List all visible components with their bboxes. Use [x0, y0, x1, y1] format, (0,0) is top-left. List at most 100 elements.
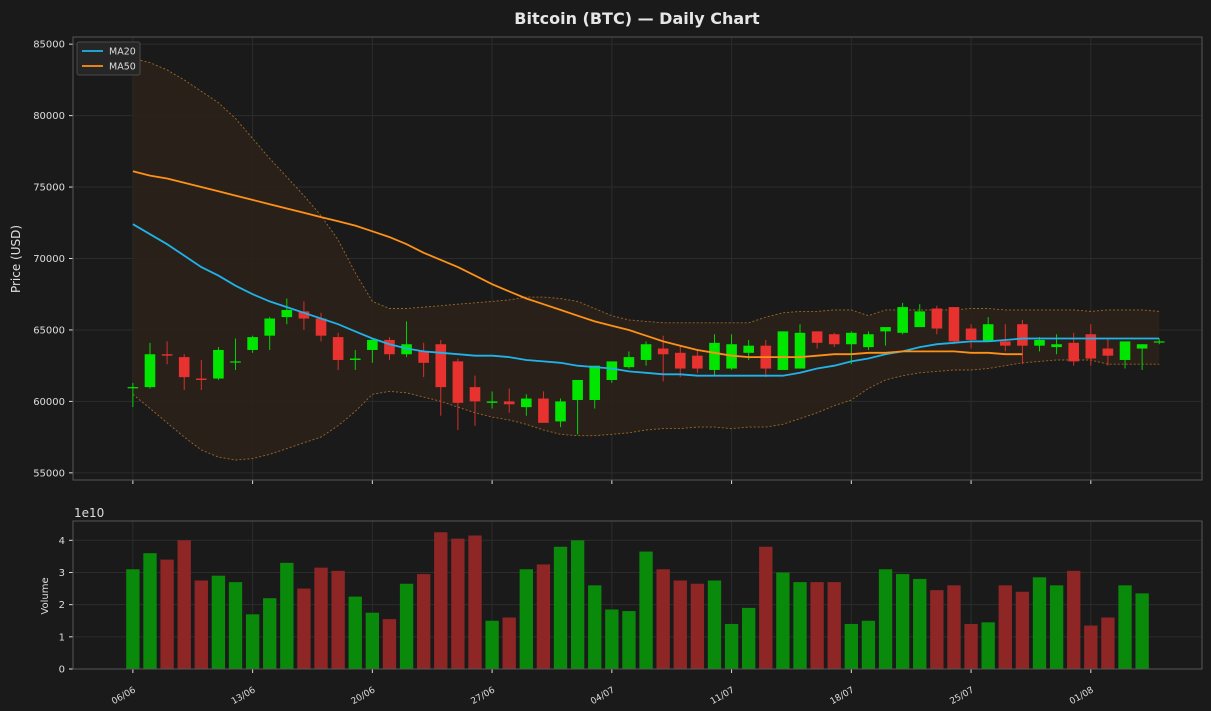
volume-plot-frame [72, 520, 1203, 670]
candle-body [709, 342, 720, 370]
volume-bar [519, 569, 533, 669]
candle-body [897, 307, 908, 333]
volume-y-tick-label: 4 [59, 536, 65, 547]
volume-x-tick-label: 13/06 [230, 685, 258, 707]
volume-panel: 0 1 2 3 4 06/06 13/06 20/06 27/06 04/07 11/07 18/0… [40, 506, 1203, 707]
candle-body [332, 337, 344, 360]
volume-bar [399, 583, 414, 669]
volume-bar [194, 580, 208, 669]
volume-bar [776, 572, 790, 669]
candle-body [1153, 341, 1165, 343]
volume-bar [1067, 570, 1081, 669]
volume-bar [228, 582, 243, 669]
volume-x-tick-label: 04/07 [589, 685, 616, 707]
volume-bar-series [126, 532, 1149, 669]
candle-body [794, 332, 806, 369]
candle-body [161, 354, 173, 356]
candle-body [349, 358, 361, 360]
candle-body [521, 398, 532, 408]
candle-body [965, 328, 977, 340]
volume-bar [1015, 591, 1030, 669]
volume-bar [570, 540, 585, 669]
volume-bar [690, 583, 705, 669]
candle-body [503, 401, 515, 405]
price-y-tick-label: 65000 [33, 325, 65, 336]
price-y-tick-label: 80000 [33, 111, 65, 122]
volume-y-tick-label: 2 [59, 600, 65, 611]
volume-bar [793, 582, 807, 669]
bollinger-band-lower [132, 359, 1160, 461]
volume-bar [331, 570, 345, 669]
volume-bar [861, 620, 876, 669]
candle-body [743, 345, 754, 353]
price-y-tick-label: 70000 [33, 254, 65, 265]
candle-body [640, 344, 652, 360]
volume-bar [639, 551, 653, 669]
volume-y-ticks: 0 1 2 3 4 [59, 536, 73, 676]
candle-body [367, 339, 378, 350]
volume-bar [245, 614, 260, 669]
candle-body [948, 307, 960, 342]
volume-x-tick-label: 20/06 [350, 685, 378, 707]
volume-bar [382, 619, 397, 669]
volume-bar [451, 538, 465, 669]
volume-bar [913, 578, 927, 669]
volume-x-tick-label: 06/06 [110, 685, 138, 707]
legend-ma20-label: MA20 [109, 47, 136, 58]
volume-bar [707, 580, 722, 669]
volume-bar [485, 620, 499, 669]
volume-bar [673, 580, 687, 669]
candle-body [982, 324, 994, 342]
price-y-axis-label: Price (USD) [9, 225, 23, 293]
volume-bar [297, 588, 311, 669]
volume-bar [1101, 617, 1115, 669]
volume-bar [143, 553, 157, 669]
price-y-tick-label: 55000 [33, 468, 65, 479]
candle-body [144, 354, 156, 388]
candle-body [486, 401, 498, 403]
candle-body [247, 337, 258, 350]
price-y-ticks: 55000 60000 65000 70000 75000 80000 85000 [33, 40, 73, 479]
volume-bar [1135, 593, 1149, 669]
volume-x-tick-label: 11/07 [709, 685, 736, 707]
candle-body [538, 398, 549, 423]
candle-body [828, 334, 840, 345]
volume-bar [1032, 577, 1047, 669]
candle-body [1102, 348, 1114, 356]
volume-bar [588, 585, 602, 669]
candle-body [846, 332, 857, 345]
candle-body [674, 352, 686, 369]
candle-body [195, 378, 207, 380]
candle-body [281, 309, 293, 318]
volume-bar [964, 623, 978, 669]
volume-bar [468, 535, 482, 669]
volume-bar [348, 596, 362, 669]
volume-x-ticks: 06/06 13/06 20/06 27/06 04/07 11/07 18/07 25/07… [110, 669, 1096, 707]
price-panel: 55000 60000 65000 70000 75000 80000 85000 Pric… [9, 36, 1203, 484]
volume-bar [759, 546, 773, 669]
ma50-line [132, 170, 1023, 358]
volume-bar [177, 540, 191, 669]
legend-ma50-label: MA50 [109, 62, 136, 73]
candle-body [435, 344, 447, 388]
candle-body [452, 361, 464, 403]
volume-bar [263, 598, 277, 669]
candle-body [999, 341, 1011, 346]
candle-body [127, 387, 139, 389]
chart-title: Bitcoin (BTC) — Daily Chart [514, 9, 760, 28]
candle-body [777, 331, 789, 370]
candle-body [589, 365, 601, 400]
price-y-tick-label: 75000 [33, 183, 65, 194]
candle-body [572, 379, 583, 400]
candle-body [606, 361, 618, 380]
volume-bar [895, 574, 910, 669]
candle-body [1136, 344, 1148, 349]
candle-body [230, 361, 241, 363]
candle-body [811, 331, 823, 343]
volume-bar [160, 559, 174, 669]
volume-bar [827, 582, 841, 669]
volume-bar [878, 569, 893, 669]
candle-body [1119, 341, 1131, 360]
candle-body [298, 311, 310, 319]
volume-y-tick-label: 3 [59, 568, 65, 579]
